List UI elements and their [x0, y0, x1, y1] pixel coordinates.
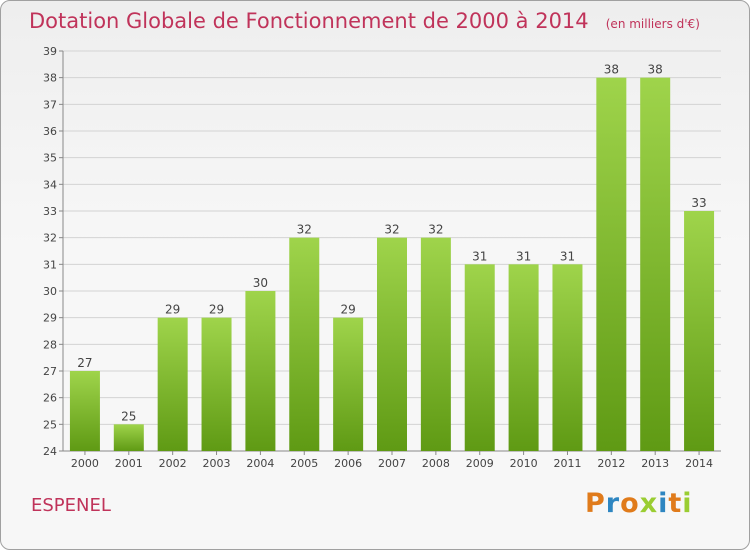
bar — [333, 317, 364, 451]
value-label: 29 — [165, 303, 180, 317]
bar — [508, 264, 539, 451]
x-tick-label: 2007 — [378, 457, 406, 470]
x-tick-label: 2012 — [597, 457, 625, 470]
y-tick-label: 37 — [43, 98, 57, 111]
y-tick-label: 26 — [43, 392, 57, 405]
tick-labels: 24 25 26 27 28 29 30 31 32 33 34 35 36 37 38 39 2000 2001… — [43, 45, 713, 470]
bars — [69, 77, 715, 452]
x-tick-label: 2004 — [246, 457, 274, 470]
bar — [245, 291, 276, 451]
y-tick-label: 38 — [43, 72, 57, 85]
y-tick-label: 28 — [43, 338, 57, 351]
value-label: 30 — [253, 276, 268, 290]
y-tick-label: 32 — [43, 232, 57, 245]
bar — [640, 77, 671, 452]
x-tick-label: 2011 — [553, 457, 581, 470]
value-label: 31 — [560, 249, 575, 263]
x-tick-label: 2009 — [466, 457, 494, 470]
x-tick-label: 2002 — [159, 457, 187, 470]
y-tick-label: 29 — [43, 312, 57, 325]
y-tick-label: 34 — [43, 178, 57, 191]
value-label: 38 — [604, 63, 619, 77]
value-label: 38 — [648, 63, 663, 77]
chart-unit: (en milliers d'€) — [605, 17, 700, 31]
x-tick-label: 2008 — [422, 457, 450, 470]
x-tick-label: 2003 — [203, 457, 231, 470]
value-label: 31 — [472, 249, 487, 263]
bar — [420, 237, 451, 451]
x-tick-label: 2014 — [685, 457, 713, 470]
value-label: 32 — [297, 223, 312, 237]
commune-name: ESPENEL — [31, 495, 111, 516]
bar — [684, 211, 715, 451]
value-label: 32 — [384, 223, 399, 237]
value-label: 29 — [340, 303, 355, 317]
y-tick-label: 31 — [43, 258, 57, 271]
bar — [289, 237, 320, 451]
value-label: 25 — [121, 409, 136, 423]
value-label: 31 — [516, 249, 531, 263]
y-tick-label: 24 — [43, 445, 57, 458]
value-label: 29 — [209, 303, 224, 317]
value-labels: 27 25 29 29 30 32 29 32 32 31 31 31 38 38 33 — [77, 63, 706, 424]
y-tick-label: 33 — [43, 205, 57, 218]
proxiti-logo: Proxiti — [585, 488, 693, 519]
value-label: 33 — [691, 196, 706, 210]
y-tick-label: 35 — [43, 152, 57, 165]
y-tick-label: 39 — [43, 45, 57, 58]
x-tick-label: 2005 — [290, 457, 318, 470]
bar — [69, 371, 100, 451]
value-label: 27 — [77, 356, 92, 370]
y-tick-label: 30 — [43, 285, 57, 298]
chart-title-block: Dotation Globale de Fonctionnement de 20… — [29, 9, 700, 33]
value-label: 32 — [428, 223, 443, 237]
bar — [552, 264, 583, 451]
bar — [377, 237, 407, 451]
x-tick-label: 2006 — [334, 457, 362, 470]
bar — [596, 77, 627, 452]
y-tick-label: 27 — [43, 365, 57, 378]
x-tick-label: 2013 — [641, 457, 669, 470]
bar — [113, 424, 144, 451]
bar — [157, 317, 188, 451]
x-tick-label: 2000 — [71, 457, 99, 470]
chart-title: Dotation Globale de Fonctionnement de 20… — [29, 9, 589, 33]
y-tick-label: 25 — [43, 418, 57, 431]
x-tick-label: 2010 — [510, 457, 538, 470]
bar — [201, 317, 232, 451]
bar — [464, 264, 495, 451]
y-tick-label: 36 — [43, 125, 57, 138]
x-tick-label: 2001 — [115, 457, 143, 470]
